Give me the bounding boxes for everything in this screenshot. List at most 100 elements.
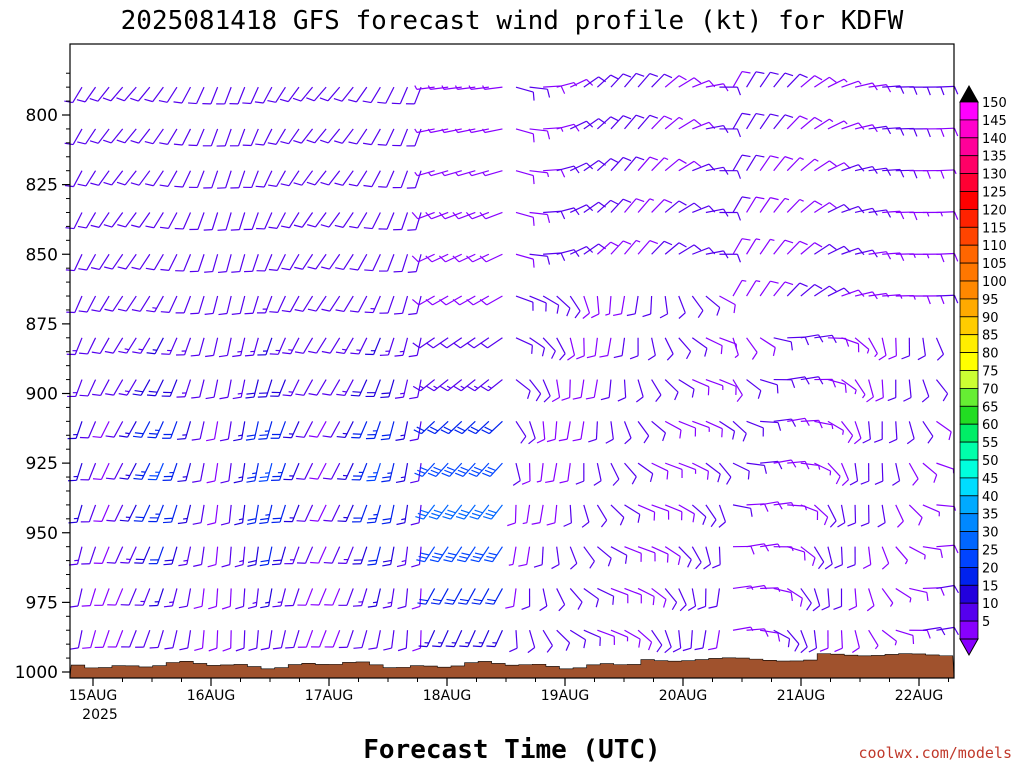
wind-barb [217, 170, 232, 189]
wind-barb [834, 630, 843, 653]
wind-barb [349, 212, 368, 229]
wind-barb [120, 588, 137, 606]
wind-barb [427, 85, 449, 90]
wind-barb [189, 212, 205, 231]
wind-barb [321, 253, 341, 270]
colorbar-swatch [959, 423, 979, 443]
wind-barb [177, 462, 192, 483]
wind-barb [610, 115, 632, 130]
wind-barb [334, 128, 354, 144]
wind-barb [508, 546, 517, 566]
wind-barb [203, 212, 219, 231]
wind-barb [130, 170, 151, 186]
wind-barb [800, 283, 823, 297]
wind-barb [412, 630, 422, 652]
wind-barb [515, 86, 535, 101]
wind-barb [320, 212, 341, 228]
wind-barb [866, 379, 874, 403]
wind-barb [556, 81, 578, 88]
wind-barb [719, 86, 742, 96]
wind-barb [176, 379, 192, 398]
wind-barb [808, 630, 818, 653]
wind-barb [841, 205, 865, 214]
wind-barb [664, 504, 683, 521]
wind-barb [664, 200, 687, 213]
wind-barb [206, 463, 219, 484]
wind-barb [231, 254, 246, 273]
wind-barb [363, 212, 381, 230]
wind-barb [814, 243, 837, 255]
wind-barb [408, 295, 422, 316]
wind-barb [895, 169, 918, 179]
wind-barb [307, 295, 327, 312]
wind-barb [69, 588, 83, 608]
colorbar-label: 30 [982, 526, 999, 541]
wind-barb [306, 170, 327, 186]
credit-text[interactable]: coolwx.com/models [858, 744, 1012, 762]
wind-barb [427, 170, 449, 177]
wind-barb [67, 421, 83, 440]
wind-barb [672, 630, 682, 653]
wind-barb [637, 240, 659, 255]
wind-barb [760, 629, 781, 642]
wind-barb [245, 379, 259, 399]
wind-barb [440, 379, 463, 392]
wind-barb [881, 546, 890, 570]
wind-barb [192, 463, 205, 483]
wind-barb [258, 421, 273, 440]
wind-barb [268, 253, 286, 271]
wind-barb [868, 84, 892, 93]
wind-barb [841, 379, 857, 395]
wind-barb [378, 170, 395, 188]
wind-barb [229, 86, 246, 105]
wind-barb [596, 504, 608, 528]
wind-barb [800, 158, 819, 172]
wind-barb [705, 504, 717, 528]
wind-barb [352, 588, 368, 607]
x-year-label: 2025 [82, 707, 118, 723]
wind-barb [221, 588, 232, 610]
wind-barb [529, 337, 546, 357]
wind-barb [486, 629, 503, 648]
wind-barb [269, 295, 286, 313]
colorbar-label: 90 [982, 311, 999, 326]
wind-barb [92, 421, 110, 439]
wind-barb [678, 379, 695, 398]
wind-barb [546, 504, 558, 526]
wind-barb [732, 154, 751, 172]
wind-barb [787, 460, 810, 470]
wind-barb [432, 629, 449, 648]
wind-barb [551, 379, 561, 403]
wind-barb [352, 546, 368, 565]
wind-barb [174, 212, 192, 230]
wind-barb [362, 86, 381, 104]
wind-barb [581, 504, 590, 528]
wind-barb [392, 128, 409, 147]
wind-barb [234, 504, 246, 526]
wind-barb [906, 421, 915, 445]
wind-barb [936, 504, 957, 511]
wind-barb [505, 588, 517, 609]
wind-barb [814, 462, 832, 476]
wind-barb [456, 546, 476, 563]
wind-barb [936, 462, 955, 474]
wind-barb [322, 379, 341, 396]
plot-frame [69, 43, 955, 679]
wind-barb [162, 421, 178, 439]
wind-barb [841, 247, 865, 256]
wind-barb [563, 504, 572, 527]
wind-barb [119, 504, 137, 522]
wind-barb [556, 337, 566, 361]
wind-barb [678, 337, 692, 360]
wind-barb [427, 420, 449, 435]
wind-barb [338, 588, 354, 606]
wind-barb [190, 337, 205, 357]
wind-barb [335, 253, 354, 271]
wind-barb [812, 588, 821, 612]
x-tick-label: 20AUG [659, 688, 708, 704]
wind-barb [383, 630, 395, 651]
wind-barb [133, 462, 151, 480]
wind-barb [719, 170, 742, 179]
wind-barb [746, 420, 764, 437]
wind-barb [334, 212, 354, 228]
